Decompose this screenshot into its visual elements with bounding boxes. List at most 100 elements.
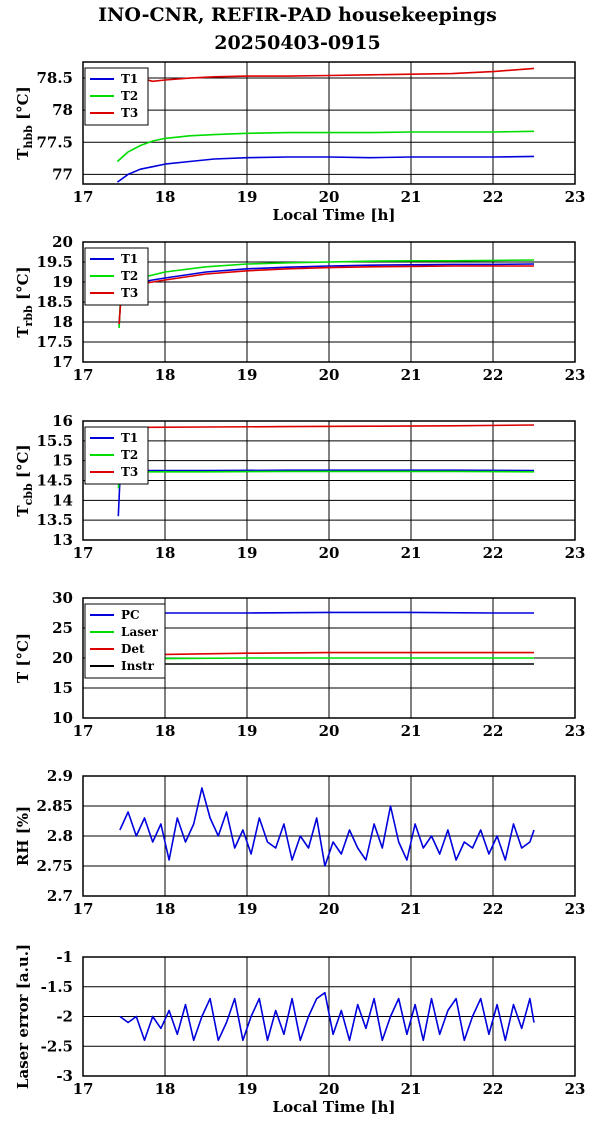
y-tick-label: 18	[52, 313, 73, 331]
legend: PC Laser Det Instr	[84, 603, 166, 679]
x-tick-label: 21	[401, 1080, 422, 1098]
y-axis-label: Tcbb [°C]	[14, 444, 35, 516]
x-tick-label: 18	[155, 1080, 176, 1098]
x-tick-label: 20	[319, 1080, 340, 1098]
x-tick-label: 18	[155, 722, 176, 740]
x-tick-label: 17	[73, 722, 94, 740]
y-tick-label: 77	[52, 165, 73, 183]
chart-panel-4: 17 18 19 20 21 22 23 10 15 20 25 30 T [°C] PC Laser Det…	[14, 589, 585, 740]
legend-label-t3: T3	[121, 286, 138, 300]
x-tick-label: 22	[483, 366, 504, 384]
y-tick-label: 2.75	[36, 857, 73, 875]
y-tick-label: -1	[56, 948, 73, 966]
x-tick-label: 23	[565, 544, 586, 562]
x-tick-label: 23	[565, 722, 586, 740]
y-tick-label: 19.5	[36, 253, 73, 271]
legend-label-t2: T2	[121, 89, 138, 103]
y-tick-label: 13	[52, 531, 73, 549]
plot-frame	[82, 956, 576, 1077]
y-tick-label: 2.9	[47, 767, 73, 785]
y-tick-label: 15	[52, 452, 73, 470]
legend-label-t2: T2	[121, 448, 138, 462]
legend-label-laser: Laser	[121, 625, 159, 639]
y-axis-label: Thbb [°C]	[14, 86, 35, 159]
y-tick-label: 14	[52, 491, 73, 509]
y-tick-label: 78	[52, 101, 73, 119]
x-tick-label: 20	[319, 900, 340, 918]
series-line-t2	[118, 259, 535, 329]
series-line-t3	[118, 265, 534, 325]
y-tick-label: 14.5	[36, 472, 73, 490]
x-tick-label: 20	[319, 366, 340, 384]
x-tick-label: 22	[483, 900, 504, 918]
legend-label-det: Det	[121, 642, 145, 656]
series-line-t2	[117, 470, 535, 489]
legend-box	[84, 67, 149, 126]
y-tick-label: 15	[52, 679, 73, 697]
x-tick-label: 19	[237, 900, 258, 918]
series-line-det	[119, 651, 534, 657]
x-tick-label: 21	[401, 900, 422, 918]
y-tick-label: 2.7	[47, 887, 73, 905]
x-tick-label: 19	[237, 544, 258, 562]
x-tick-label: 17	[73, 366, 94, 384]
x-tick-label: 17	[73, 1080, 94, 1098]
y-tick-label: 30	[52, 589, 73, 607]
x-axis-label: Local Time [h]	[273, 1098, 396, 1116]
x-tick-label: 22	[483, 544, 504, 562]
x-tick-label: 19	[237, 722, 258, 740]
series-line-data	[119, 991, 535, 1042]
x-tick-label: 17	[73, 188, 94, 206]
legend-label-t1: T1	[121, 72, 138, 86]
x-tick-label: 20	[319, 544, 340, 562]
series-line-t1	[117, 469, 535, 517]
plot-frame	[82, 597, 576, 719]
x-tick-label: 23	[565, 366, 586, 384]
legend-label-t3: T3	[121, 465, 138, 479]
series-line-t1	[116, 155, 535, 183]
y-tick-label: 20	[52, 649, 73, 667]
y-tick-label: 16	[52, 412, 73, 430]
y-tick-label: -3	[56, 1067, 73, 1085]
x-tick-label: 23	[565, 1080, 586, 1098]
chart-title-line2: 20250403-0915	[214, 32, 381, 54]
y-axis-label: T [°C]	[14, 633, 32, 683]
chart-title-line1: INO-CNR, REFIR-PAD housekeepings	[98, 4, 497, 26]
y-tick-label: 17.5	[36, 333, 73, 351]
x-tick-label: 21	[401, 544, 422, 562]
series-line-instr	[119, 663, 534, 666]
x-tick-label: 20	[319, 188, 340, 206]
x-tick-label: 22	[483, 188, 504, 206]
x-axis-label: Local Time [h]	[273, 206, 396, 224]
plot-frame	[82, 775, 576, 897]
series-line-pc	[119, 611, 534, 615]
legend: T1 T2 T3	[84, 67, 149, 126]
y-tick-label: 17	[52, 353, 73, 371]
chart-panel-5: 17 18 19 20 21 22 23 2.7 2.75 2.8 2.85 2.9 RH [%]	[14, 767, 585, 918]
series-line-t3	[117, 67, 535, 83]
x-tick-label: 20	[319, 722, 340, 740]
x-tick-label: 21	[401, 188, 422, 206]
legend: T1 T2 T3	[84, 426, 149, 485]
legend-label-pc: PC	[121, 608, 140, 622]
legend-label-t1: T1	[121, 252, 138, 266]
x-tick-label: 19	[237, 188, 258, 206]
legend-label-t1: T1	[121, 431, 138, 445]
y-tick-label: 18.5	[36, 293, 73, 311]
y-tick-label: 15.5	[36, 432, 73, 450]
legend-label-t3: T3	[121, 106, 138, 120]
x-tick-label: 22	[483, 1080, 504, 1098]
y-tick-label: 78.5	[36, 69, 73, 87]
x-tick-label: 17	[73, 900, 94, 918]
x-tick-label: 19	[237, 1080, 258, 1098]
series-line-laser	[119, 657, 534, 660]
x-tick-label: 23	[565, 188, 586, 206]
legend-label-t2: T2	[121, 269, 138, 283]
y-tick-label: 10	[52, 709, 73, 727]
x-tick-label: 23	[565, 900, 586, 918]
chart-panel-6: 17 18 19 20 21 22 23 -3 -2.5 -2 -1.5 -1 Local Time […	[14, 944, 585, 1116]
chart-panel-1: 17 18 19 20 21 22 23 77 77.5 78 78.5 Local Time [h]…	[14, 61, 586, 224]
y-axis-label: Trbb [°C]	[14, 266, 35, 337]
x-tick-label: 17	[73, 544, 94, 562]
